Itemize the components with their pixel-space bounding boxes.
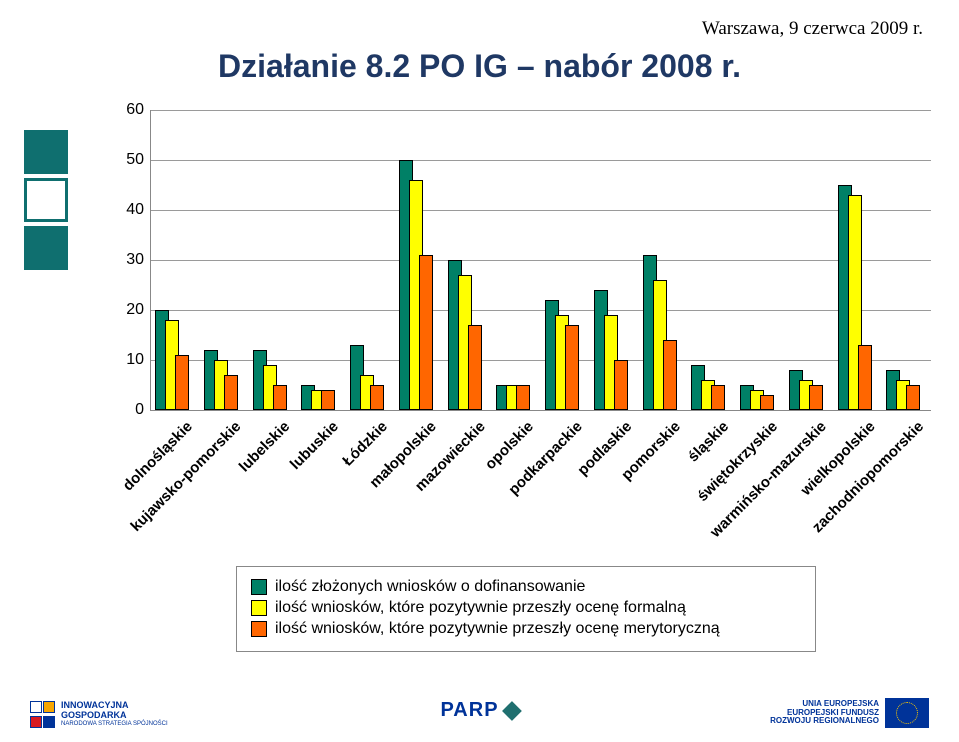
bar (760, 395, 774, 410)
bar (906, 385, 920, 410)
legend-swatch (251, 600, 267, 616)
date-location: Warszawa, 9 czerwca 2009 r. (702, 18, 923, 40)
legend-item: ilość wniosków, które pozytywnie przeszł… (251, 620, 801, 638)
ytick-label: 30 (110, 251, 144, 269)
page-title: Działanie 8.2 PO IG – nabór 2008 r. (0, 48, 959, 85)
legend-label: ilość wniosków, które pozytywnie przeszł… (275, 599, 686, 617)
gridline (151, 360, 931, 361)
logo-left-dots (30, 701, 53, 728)
xtick-label: lubuskie (287, 418, 342, 473)
bar (858, 345, 872, 410)
xtick-label: śląskie (685, 418, 732, 465)
gridline (151, 110, 931, 111)
bar (321, 390, 335, 410)
gridline (151, 310, 931, 311)
square-1 (24, 130, 68, 174)
bar (224, 375, 238, 410)
eu-flag-icon (885, 698, 929, 728)
logo-center-text: PARP (440, 699, 498, 722)
bar (614, 360, 628, 410)
ytick-label: 60 (110, 101, 144, 119)
logo-left-l2: GOSPODARKA (61, 711, 168, 721)
bar (809, 385, 823, 410)
bar (273, 385, 287, 410)
ytick-label: 50 (110, 151, 144, 169)
ytick-label: 40 (110, 201, 144, 219)
legend-item: ilość wniosków, które pozytywnie przeszł… (251, 599, 801, 617)
logo-left-l3: NARODOWA STRATEGIA SPÓJNOŚCI (61, 721, 168, 728)
logo-right-l3: ROZWOJU REGIONALNEGO (770, 717, 879, 726)
ytick-label: 0 (110, 401, 144, 419)
chart-legend: ilość złożonych wniosków o dofinansowani… (236, 566, 816, 652)
logo-parp: PARP (440, 699, 518, 722)
plot-area (150, 110, 931, 411)
legend-label: ilość złożonych wniosków o dofinansowani… (275, 578, 585, 596)
bar (468, 325, 482, 410)
legend-swatch (251, 621, 267, 637)
bar (175, 355, 189, 410)
bar (565, 325, 579, 410)
bar-chart: 0102030405060dolnośląskiekujawsko-pomors… (110, 110, 930, 530)
bar (370, 385, 384, 410)
bar (663, 340, 677, 410)
footer: INNOWACYJNA GOSPODARKA NARODOWA STRATEGI… (0, 670, 959, 732)
decorative-squares (24, 130, 68, 274)
gridline (151, 210, 931, 211)
ytick-label: 10 (110, 351, 144, 369)
legend-swatch (251, 579, 267, 595)
legend-label: ilość wniosków, które pozytywnie przeszł… (275, 620, 720, 638)
xtick-label: lubelskie (236, 418, 293, 475)
logo-innowacyjna-gospodarka: INNOWACYJNA GOSPODARKA NARODOWA STRATEGI… (30, 701, 168, 728)
bar (711, 385, 725, 410)
bar (516, 385, 530, 410)
gridline (151, 260, 931, 261)
logo-eu: UNIA EUROPEJSKA EUROPEJSKI FUNDUSZ ROZWO… (770, 698, 929, 728)
legend-item: ilość złożonych wniosków o dofinansowani… (251, 578, 801, 596)
gridline (151, 160, 931, 161)
square-3 (24, 226, 68, 270)
square-2 (24, 178, 68, 222)
diamond-icon (502, 701, 522, 721)
bar (419, 255, 433, 410)
ytick-label: 20 (110, 301, 144, 319)
